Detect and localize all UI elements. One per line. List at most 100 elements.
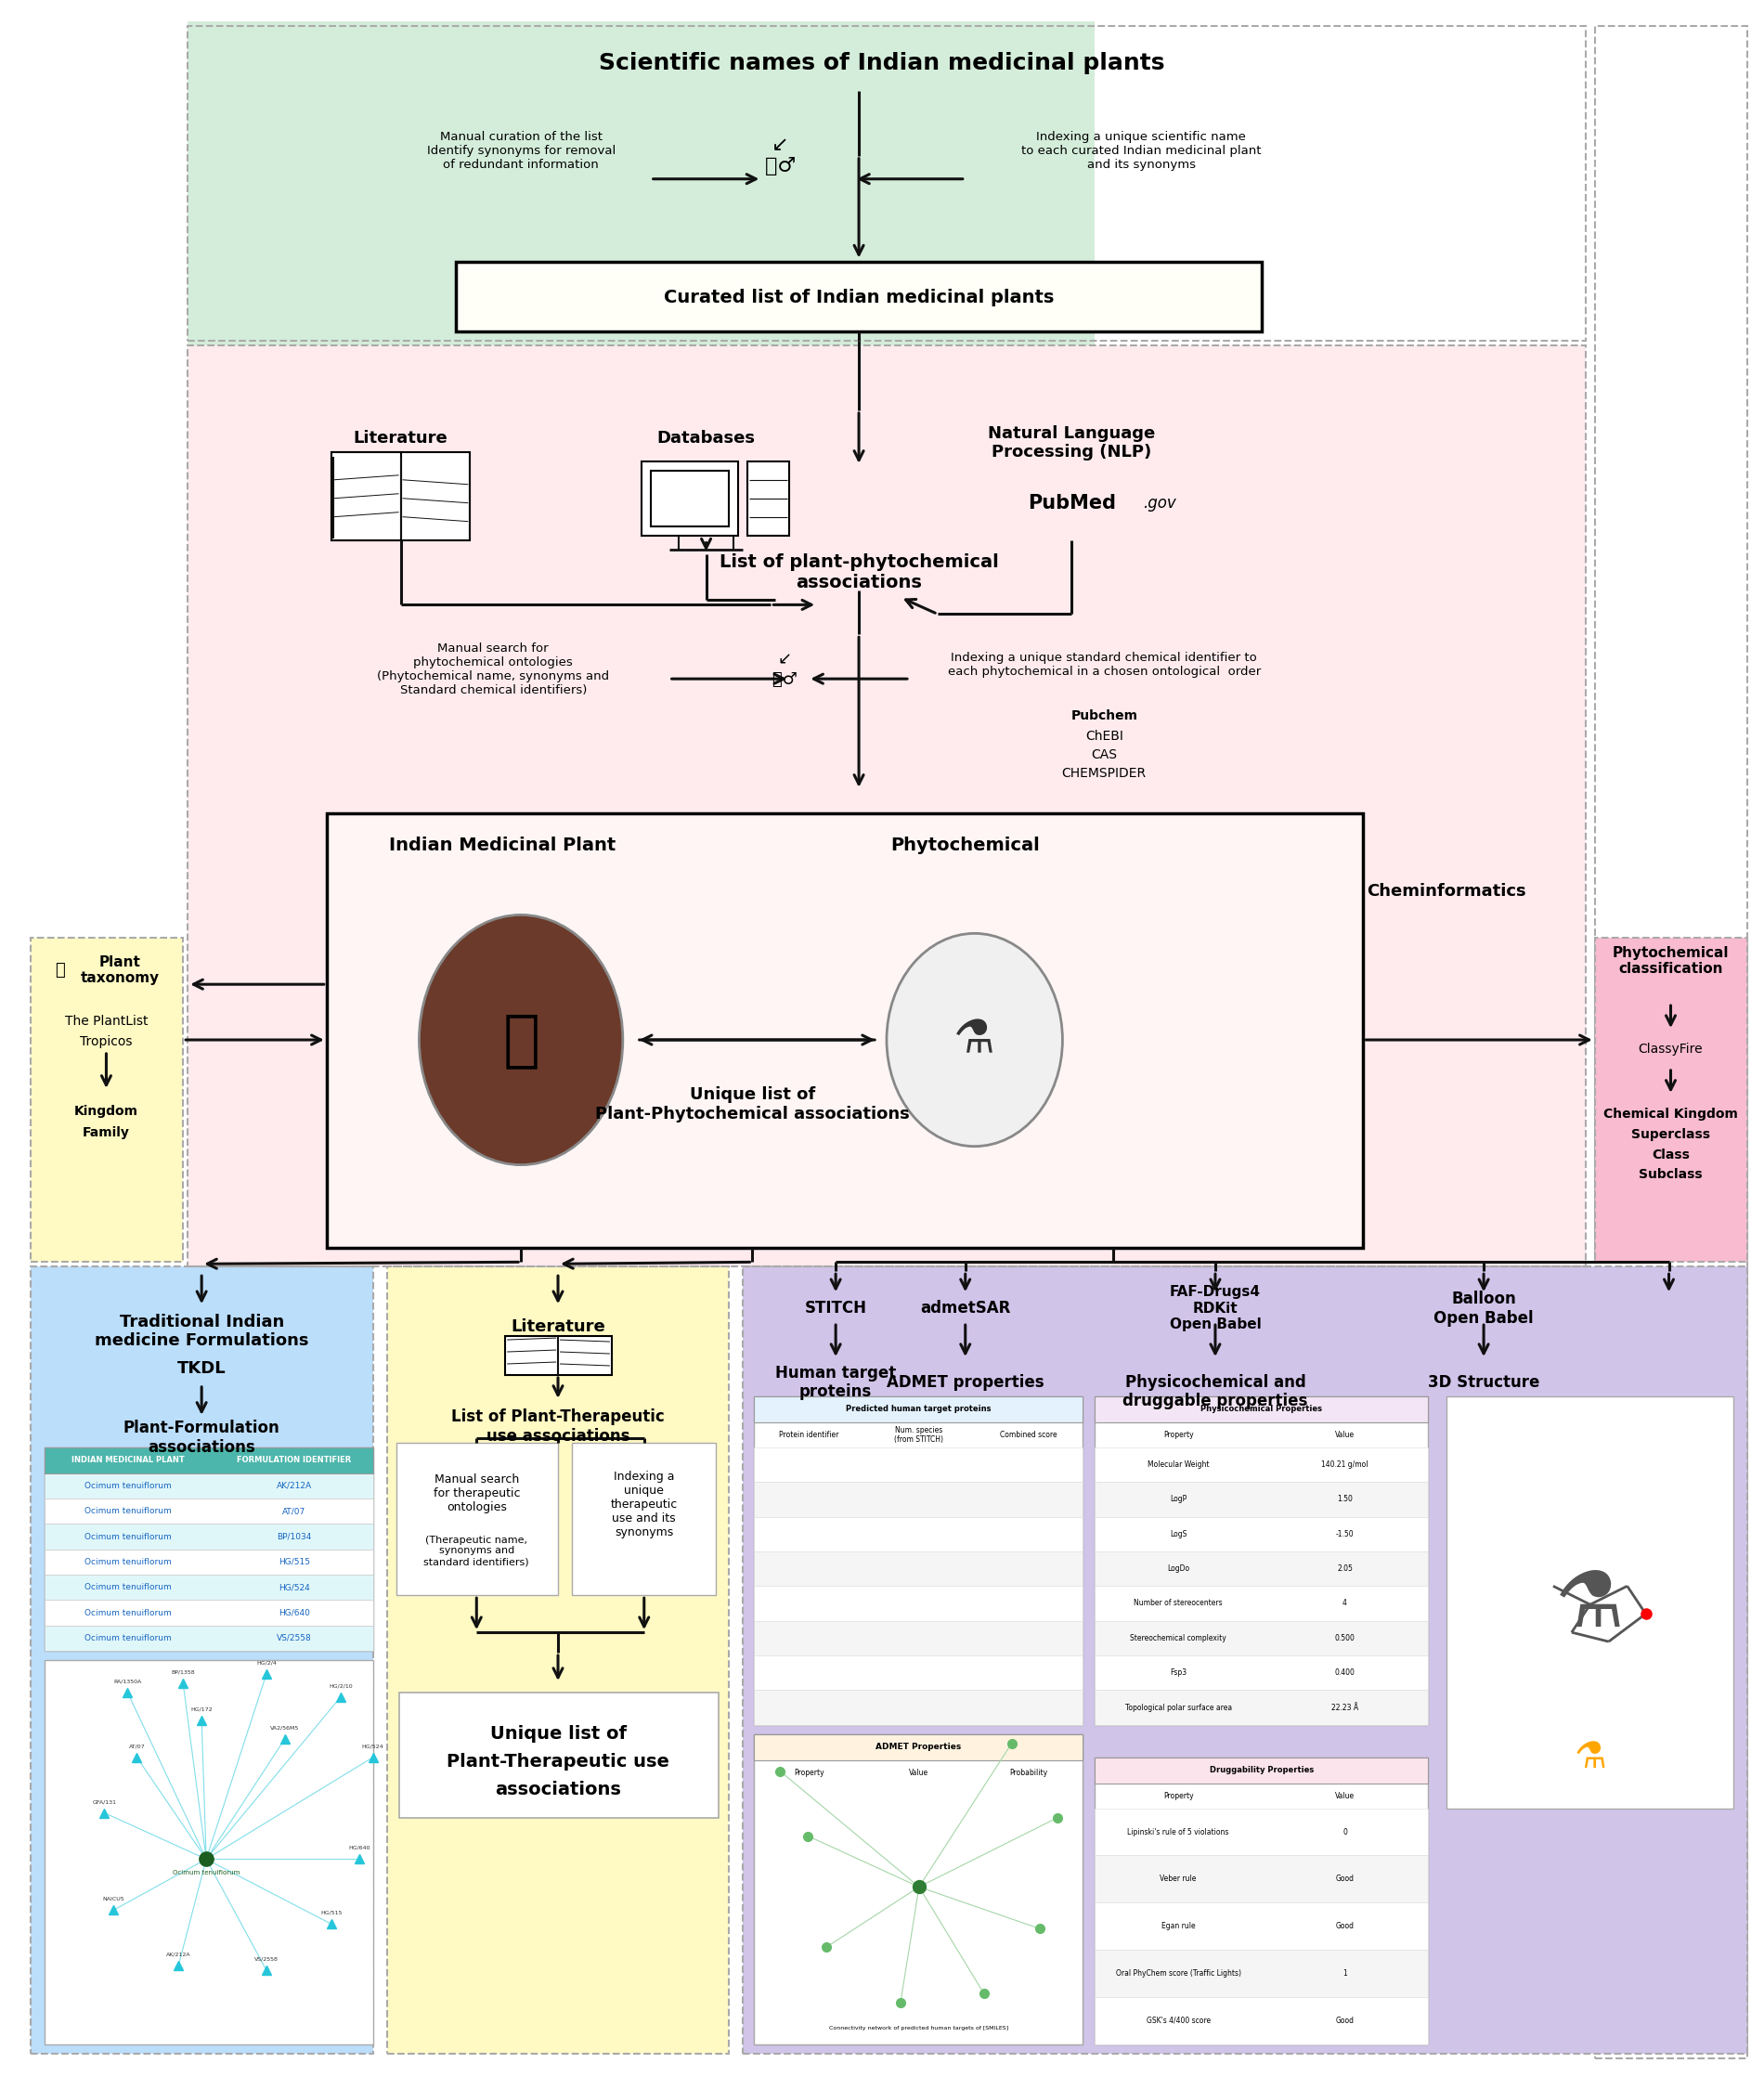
Ellipse shape xyxy=(420,915,623,1166)
Text: LogP: LogP xyxy=(1170,1496,1187,1504)
Text: FAF-Drugs4
RDKit
Open Babel: FAF-Drugs4 RDKit Open Babel xyxy=(1170,1285,1261,1331)
Bar xyxy=(755,1734,1083,1761)
Bar xyxy=(755,1586,1083,1621)
Bar xyxy=(326,813,1364,1247)
Text: Kingdom: Kingdom xyxy=(74,1105,138,1118)
Text: Indexing a unique scientific name
to each curated Indian medicinal plant
and its: Indexing a unique scientific name to eac… xyxy=(1021,132,1261,171)
Bar xyxy=(642,462,739,535)
Bar xyxy=(1095,1809,1429,1855)
Bar xyxy=(748,462,790,535)
Bar xyxy=(1095,1552,1429,1586)
Bar xyxy=(755,1970,1083,2008)
Text: Property: Property xyxy=(1162,1792,1194,1801)
Text: ADMET Properties: ADMET Properties xyxy=(875,1742,961,1751)
Text: ↙
🏃‍♂: ↙ 🏃‍♂ xyxy=(764,136,796,175)
Text: Cheminformatics: Cheminformatics xyxy=(1367,884,1526,900)
Text: Natural Language
Processing (NLP): Natural Language Processing (NLP) xyxy=(988,424,1155,462)
Bar xyxy=(44,1448,372,1650)
Text: Chemical Kingdom: Chemical Kingdom xyxy=(1603,1107,1738,1120)
Bar xyxy=(1095,1448,1429,1481)
Text: Predicted human target proteins: Predicted human target proteins xyxy=(847,1406,991,1414)
Text: ↙
🏃‍♂: ↙ 🏃‍♂ xyxy=(773,652,797,687)
Bar xyxy=(755,1932,1083,1970)
Text: VA2/56M5: VA2/56M5 xyxy=(270,1726,300,1730)
Bar xyxy=(1595,27,1748,2058)
Bar xyxy=(1095,1621,1429,1654)
Bar xyxy=(30,1266,372,2053)
Text: Plant-Formulation
associations: Plant-Formulation associations xyxy=(123,1421,280,1456)
Text: Manual curation of the list
Identify synonyms for removal
of redundant informati: Manual curation of the list Identify syn… xyxy=(427,132,616,171)
Text: 🌸: 🌸 xyxy=(503,1009,540,1070)
Text: Unique list of
Plant-Phytochemical associations: Unique list of Plant-Phytochemical assoc… xyxy=(594,1086,910,1122)
Bar xyxy=(332,451,469,539)
Bar xyxy=(1095,1654,1429,1690)
Bar xyxy=(743,1266,1748,2053)
Bar xyxy=(1095,21,1595,345)
Text: ⚗: ⚗ xyxy=(1556,1567,1625,1642)
Bar xyxy=(332,451,400,539)
Text: HG/515: HG/515 xyxy=(321,1911,342,1916)
Text: 4: 4 xyxy=(1342,1600,1348,1609)
Text: .gov: .gov xyxy=(1143,495,1177,512)
Bar xyxy=(44,1473,372,1498)
Bar xyxy=(44,1550,372,1575)
Bar xyxy=(755,1734,1083,2045)
Text: Ocimum tenuiflorum: Ocimum tenuiflorum xyxy=(85,1533,171,1542)
Text: Veber rule: Veber rule xyxy=(1161,1874,1196,1882)
Bar xyxy=(743,1266,1748,2053)
Bar xyxy=(755,1734,1083,2045)
Text: Class: Class xyxy=(1651,1149,1690,1161)
Text: Indexing a unique standard chemical identifier to
each phytochemical in a chosen: Indexing a unique standard chemical iden… xyxy=(947,652,1261,679)
Bar xyxy=(755,2008,1083,2045)
Text: Literature: Literature xyxy=(512,1318,605,1335)
Text: Protein identifier: Protein identifier xyxy=(780,1431,840,1439)
Bar xyxy=(1095,1586,1429,1621)
Bar xyxy=(44,1600,372,1625)
Text: Physicochemical and
druggable properties: Physicochemical and druggable properties xyxy=(1122,1375,1307,1410)
Text: Connectivity network of predicted human targets of [SMILES]: Connectivity network of predicted human … xyxy=(829,2026,1009,2031)
Bar xyxy=(755,1395,1083,1726)
Text: 1: 1 xyxy=(1342,1970,1348,1978)
Text: HG/640: HG/640 xyxy=(279,1609,310,1617)
Text: Topological polar surface area: Topological polar surface area xyxy=(1125,1703,1231,1711)
Text: Physicochemical Properties: Physicochemical Properties xyxy=(1201,1406,1323,1414)
Text: HG/640: HG/640 xyxy=(348,1847,370,1851)
Text: Number of stereocenters: Number of stereocenters xyxy=(1134,1600,1222,1609)
Bar xyxy=(44,1498,372,1523)
Text: Egan rule: Egan rule xyxy=(1161,1922,1196,1930)
Bar xyxy=(44,1575,372,1600)
Text: AT/07: AT/07 xyxy=(282,1506,305,1515)
Text: List of Plant-Therapeutic
use associations: List of Plant-Therapeutic use associatio… xyxy=(452,1408,665,1446)
Bar xyxy=(755,1690,1083,1726)
Text: CAS: CAS xyxy=(1092,748,1117,760)
Text: Druggability Properties: Druggability Properties xyxy=(1210,1765,1314,1774)
Text: associations: associations xyxy=(496,1782,621,1799)
Text: Molecular Weight: Molecular Weight xyxy=(1147,1460,1208,1469)
Text: HG/2/4: HG/2/4 xyxy=(256,1661,277,1665)
Text: 0.500: 0.500 xyxy=(1335,1634,1355,1642)
Text: Family: Family xyxy=(83,1126,131,1139)
Text: 140.21 g/mol: 140.21 g/mol xyxy=(1321,1460,1369,1469)
Text: Phytochemical: Phytochemical xyxy=(891,838,1041,854)
Text: Manual search for
phytochemical ontologies
(Phytochemical name, synonyms and
Sta: Manual search for phytochemical ontologi… xyxy=(377,643,609,696)
Text: Subclass: Subclass xyxy=(1639,1168,1702,1180)
Text: HG/2/10: HG/2/10 xyxy=(328,1684,353,1688)
Bar xyxy=(755,1395,1083,1423)
Text: 0.400: 0.400 xyxy=(1335,1669,1355,1677)
Text: Phytochemical
classification: Phytochemical classification xyxy=(1612,946,1729,976)
Bar xyxy=(44,1625,372,1650)
Bar xyxy=(755,1897,1083,1932)
Text: RA/1350A: RA/1350A xyxy=(113,1680,141,1684)
Bar xyxy=(1095,1690,1429,1726)
Text: Indexing a
unique
therapeutic
use and its
synonyms: Indexing a unique therapeutic use and it… xyxy=(610,1471,677,1538)
Text: BP/1358: BP/1358 xyxy=(171,1669,196,1675)
Text: HG/172: HG/172 xyxy=(191,1707,213,1711)
Text: Probability: Probability xyxy=(1009,1769,1048,1778)
Bar xyxy=(187,345,1586,1266)
Bar xyxy=(1095,1903,1429,1949)
Text: Human target
proteins: Human target proteins xyxy=(774,1364,896,1400)
Bar xyxy=(755,1786,1083,1822)
Text: STITCH: STITCH xyxy=(804,1299,866,1316)
Text: Ocimum tenuiflorum: Ocimum tenuiflorum xyxy=(85,1558,171,1567)
Text: Balloon
Open Babel: Balloon Open Babel xyxy=(1434,1291,1533,1327)
